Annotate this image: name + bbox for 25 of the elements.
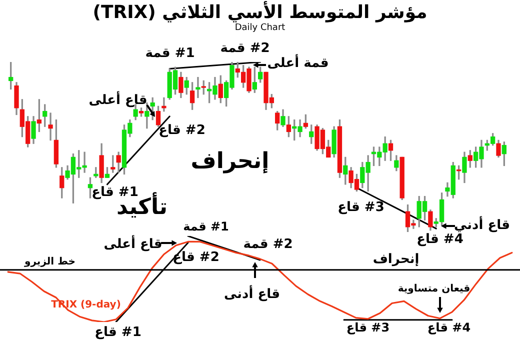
annotation: #1 قمة	[183, 219, 229, 234]
text: #1 قاع	[94, 324, 142, 340]
annotation: قاع أدنى	[224, 286, 280, 302]
annotation: #4 قاع	[427, 320, 471, 335]
annotation: #3 قاع	[346, 320, 390, 335]
chart-subtitle: Daily Chart	[234, 23, 286, 33]
annotation: تأكيد	[116, 194, 168, 220]
annotation: #2 قمة	[243, 236, 293, 252]
text: #2 قمة	[220, 40, 270, 56]
candlestick	[196, 76, 200, 98]
annotation: خط الزيرو	[24, 256, 76, 268]
annotation: #2 قاع	[158, 122, 206, 138]
text: #1 قمة	[145, 46, 195, 62]
annotation: قيعان متساوية	[398, 284, 470, 294]
annotation: #3 قاع	[338, 200, 384, 216]
annotation: قاع أعلى	[104, 236, 162, 252]
annotation: إنحراف	[190, 148, 270, 174]
chart-title: مؤشر المتوسط الأسي الثلاثي (TRIX)	[92, 2, 428, 23]
annotation: إنحراف	[372, 252, 420, 268]
candlestick	[48, 112, 53, 141]
candlestick	[162, 97, 166, 112]
annotation: قمة أعلى	[267, 56, 329, 72]
annotation: قاع أدني	[454, 218, 510, 233]
annotation: قاع أعلى	[88, 92, 148, 108]
annotation: #4 قاع	[416, 232, 464, 248]
